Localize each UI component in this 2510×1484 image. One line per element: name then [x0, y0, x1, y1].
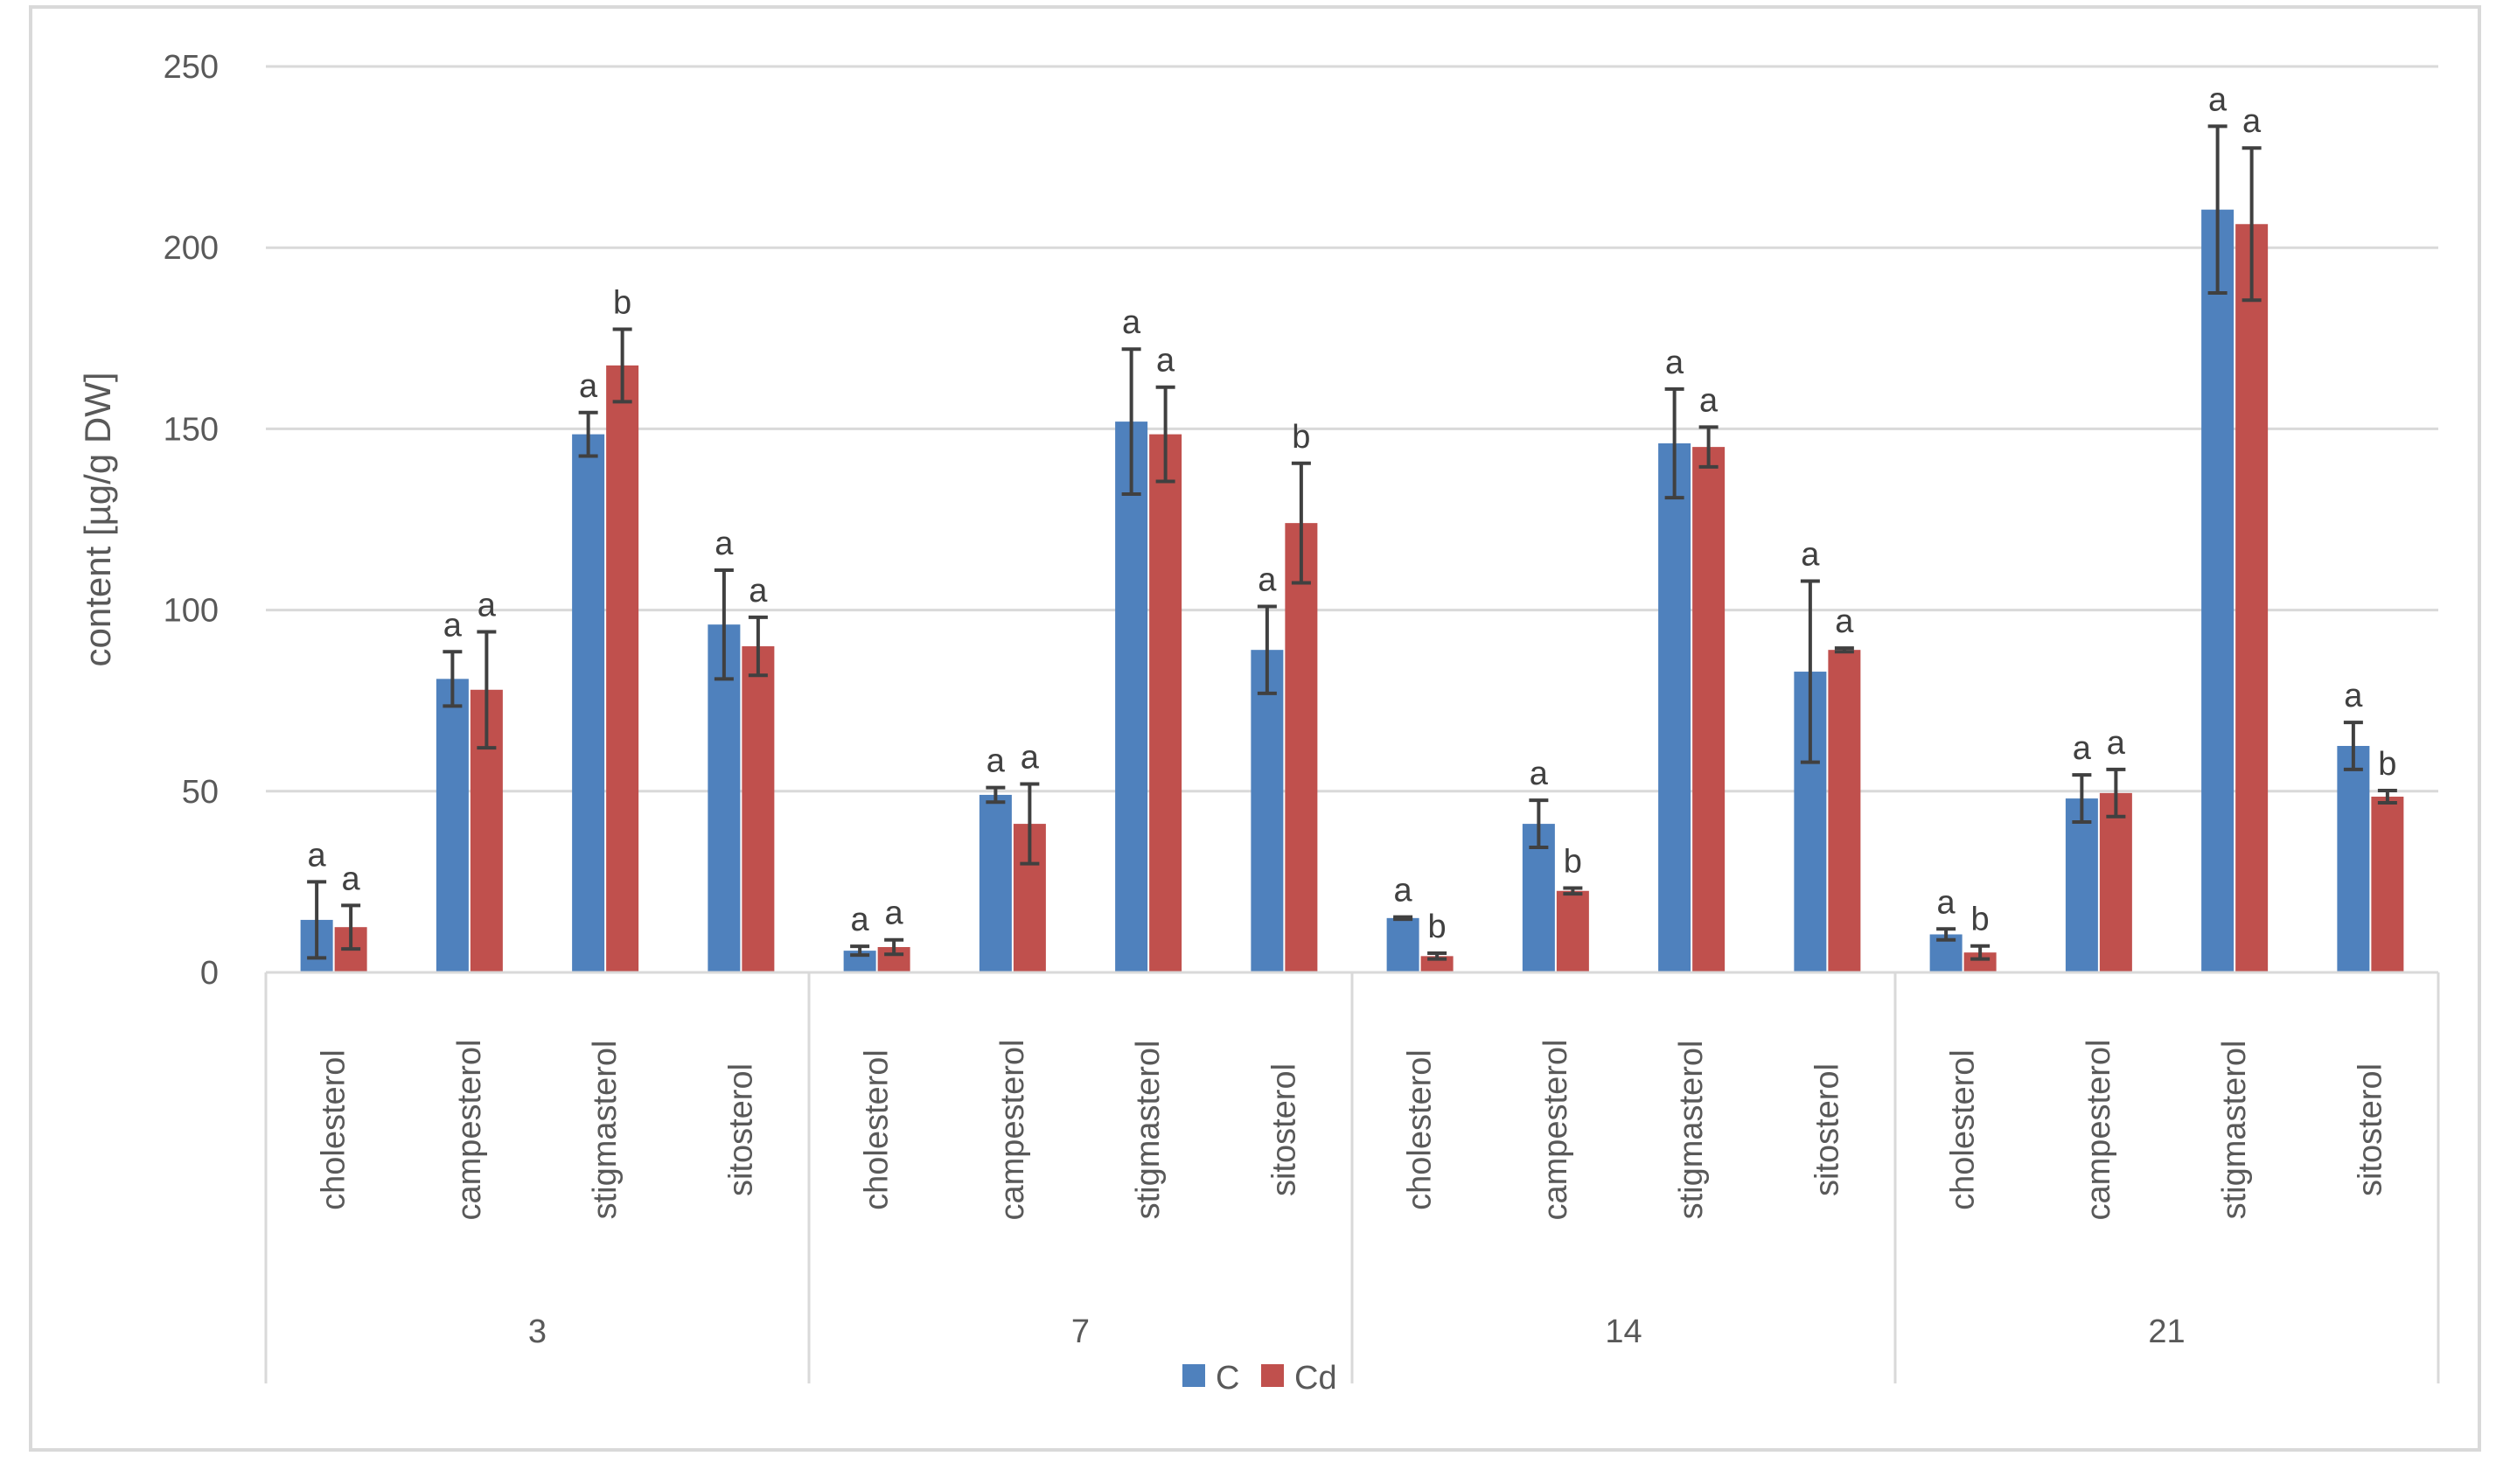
- significance-label: a: [1801, 536, 1820, 573]
- significance-label: a: [715, 526, 734, 562]
- significance-label: a: [308, 837, 327, 874]
- category-label: stigmasterol: [1130, 1041, 1167, 1220]
- significance-label: a: [885, 895, 904, 932]
- category-label: campesterol: [451, 1040, 488, 1221]
- group-label: 14: [1605, 1313, 1642, 1350]
- significance-label: a: [1258, 561, 1277, 598]
- significance-label: b: [2378, 746, 2396, 783]
- significance-label: a: [2073, 730, 2092, 767]
- bar-c: [1115, 422, 1148, 972]
- bar-cd: [1149, 434, 1182, 973]
- significance-label: b: [613, 284, 631, 321]
- category-label: stigmasterol: [2216, 1041, 2253, 1220]
- y-tick-label: 200: [164, 230, 219, 267]
- category-label: sitosterol: [2352, 1063, 2388, 1196]
- bar-cd: [742, 646, 775, 972]
- significance-label: a: [1156, 343, 1175, 380]
- category-label: stigmasterol: [1673, 1041, 1710, 1220]
- bar-c: [2201, 209, 2235, 973]
- y-tick-label: 250: [164, 49, 219, 86]
- significance-label: a: [1394, 873, 1413, 909]
- bar-cd: [2235, 224, 2269, 972]
- significance-label: a: [2242, 103, 2262, 140]
- significance-label: a: [1021, 740, 1040, 777]
- significance-label: a: [1530, 756, 1549, 792]
- bar-c: [436, 679, 469, 972]
- bar-c: [2065, 798, 2098, 972]
- legend-swatch-cd: [1261, 1364, 1284, 1387]
- significance-label: b: [1428, 909, 1447, 945]
- legend-label-c: C: [1216, 1360, 1239, 1397]
- legend-swatch-c: [1182, 1364, 1205, 1387]
- category-label: cholesterol: [1402, 1049, 1439, 1210]
- bar-c: [1251, 650, 1284, 972]
- y-tick-label: 50: [182, 774, 219, 811]
- significance-label: b: [1564, 843, 1582, 880]
- category-label: sitosterol: [1809, 1063, 1845, 1196]
- y-axis-title: content [µg/g DW]: [77, 372, 118, 666]
- y-tick-label: 100: [164, 593, 219, 630]
- category-label: sitosterol: [722, 1063, 759, 1196]
- bar-cd: [2099, 792, 2132, 972]
- category-label: campesterol: [2081, 1040, 2117, 1221]
- bar-cd: [1285, 523, 1318, 972]
- significance-label: b: [1292, 419, 1310, 456]
- bar-cd: [1692, 447, 1726, 972]
- category-label: sitosterol: [1265, 1063, 1302, 1196]
- significance-label: a: [2208, 81, 2228, 118]
- category-label: stigmasterol: [587, 1041, 624, 1220]
- y-axis-ticks: 0 50 100 150 200 250: [164, 49, 219, 992]
- significance-label: a: [749, 573, 768, 610]
- group-label: 7: [1071, 1313, 1090, 1350]
- significance-label: a: [2344, 678, 2363, 714]
- significance-label: a: [1122, 304, 1141, 341]
- significance-label: a: [987, 743, 1006, 780]
- bar-c: [2337, 746, 2370, 972]
- category-label: cholesterol: [1945, 1049, 1982, 1210]
- significance-label: a: [342, 860, 361, 897]
- legend: C Cd: [1182, 1360, 1337, 1397]
- significance-label: a: [478, 587, 497, 624]
- significance-label: a: [1937, 884, 1956, 921]
- group-label: 3: [528, 1313, 547, 1350]
- group-labels: 3 7 14 21: [528, 1313, 2186, 1350]
- category-label: campesterol: [994, 1040, 1031, 1221]
- category-label: cholesterol: [316, 1049, 352, 1210]
- x-axis: [264, 971, 2440, 1383]
- significance-label: a: [579, 368, 598, 405]
- error-bars: [307, 124, 2397, 961]
- significance-label: a: [851, 902, 870, 938]
- significance-label: a: [443, 607, 463, 644]
- y-tick-label: 0: [200, 955, 219, 992]
- bar-c: [979, 794, 1012, 972]
- bar-c: [708, 624, 741, 972]
- significance-label: a: [1835, 603, 1854, 640]
- y-tick-label: 150: [164, 411, 219, 448]
- legend-label-cd: Cd: [1294, 1360, 1337, 1397]
- significance-label: a: [1699, 382, 1719, 419]
- bar-cd: [1556, 890, 1589, 972]
- category-label: cholesterol: [859, 1049, 896, 1210]
- category-label: campesterol: [1537, 1040, 1574, 1221]
- bar-c: [1386, 917, 1419, 972]
- bar-cd: [606, 365, 639, 972]
- bar-cd: [1828, 650, 1861, 972]
- significance-label: a: [2107, 725, 2126, 762]
- bar-cd: [2371, 797, 2404, 972]
- category-labels: cholesterol campesterol stigmasterol sitost…: [316, 1040, 2389, 1221]
- bar-c: [572, 434, 605, 973]
- significance-label: a: [1665, 345, 1684, 381]
- group-label: 21: [2148, 1313, 2185, 1350]
- significance-label: b: [1971, 902, 1990, 938]
- bar-c: [1658, 442, 1691, 972]
